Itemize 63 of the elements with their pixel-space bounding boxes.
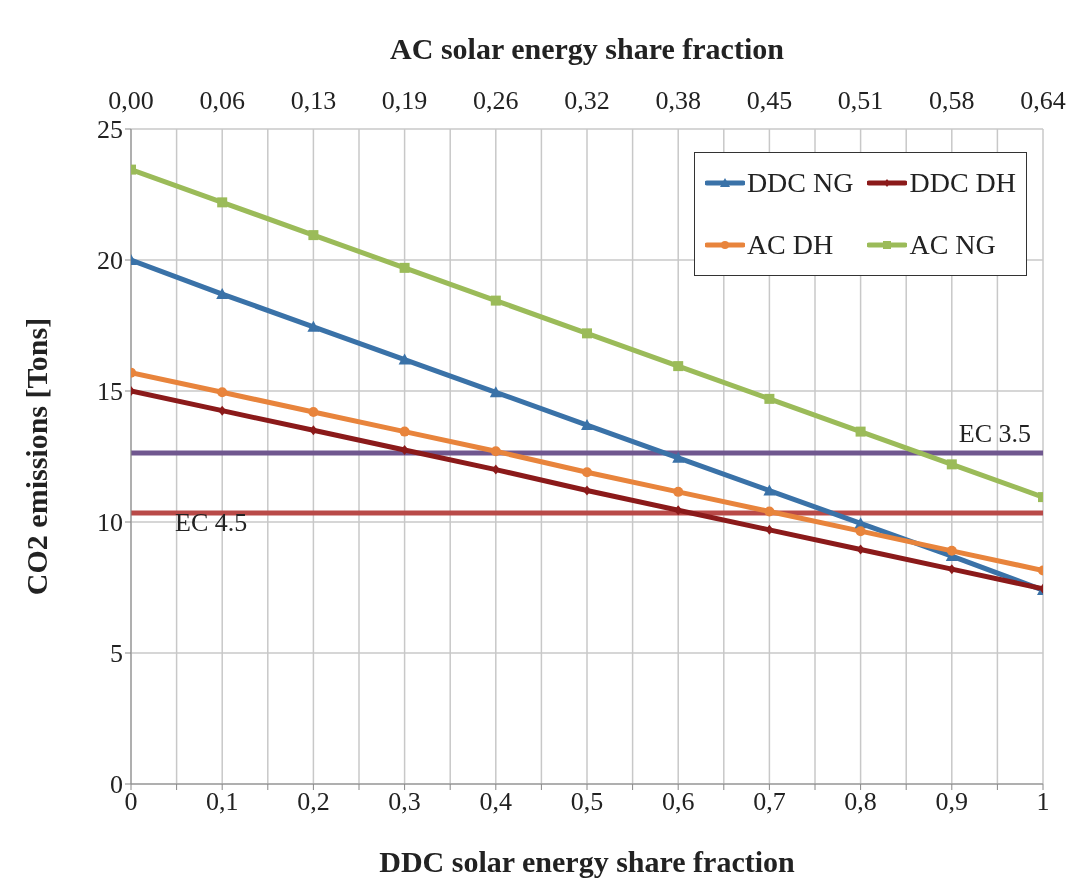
x-tick-label: 0,9 xyxy=(935,787,969,817)
point xyxy=(763,484,776,496)
x2-tick-label: 0,06 xyxy=(199,86,245,115)
point xyxy=(947,564,956,575)
point xyxy=(855,526,866,537)
x-tick-label: 0,5 xyxy=(570,787,604,817)
point xyxy=(946,545,957,556)
y-axis-title: CO2 emissions [Tons] xyxy=(19,317,53,596)
x-tick-label: 0,7 xyxy=(753,787,786,817)
point xyxy=(582,328,592,339)
point xyxy=(307,320,320,332)
point xyxy=(764,393,775,404)
point xyxy=(217,387,228,398)
x2-tick-label: 0,58 xyxy=(929,86,975,115)
point xyxy=(399,262,410,273)
x2-axis-title: AC solar energy share fraction xyxy=(390,32,785,66)
x2-tick-label: 0,00 xyxy=(108,86,154,115)
point xyxy=(765,524,774,535)
point xyxy=(582,467,592,478)
y-tick-label: 15 xyxy=(97,377,123,407)
x2-tick-label: 0,13 xyxy=(290,86,337,115)
point xyxy=(673,486,684,497)
point xyxy=(946,459,957,470)
point xyxy=(672,451,685,463)
point xyxy=(764,506,775,517)
x2-tick-label: 0,64 xyxy=(1020,86,1066,115)
x-tick-label: 0,2 xyxy=(297,787,330,817)
ref-line-label: EC 3.5 xyxy=(958,418,1031,448)
point xyxy=(490,295,501,306)
point xyxy=(583,485,591,496)
point xyxy=(489,386,502,398)
x2-tick-label: 0,26 xyxy=(473,86,519,115)
point xyxy=(217,197,228,208)
x2-tick-label: 0,32 xyxy=(564,86,610,115)
x2-tick-label: 0,38 xyxy=(655,86,701,115)
y-tick-label: 5 xyxy=(110,639,123,669)
x-tick-label: 0,6 xyxy=(661,787,695,817)
legend-label: DDC NG xyxy=(746,167,854,199)
x-tick-label: 0,4 xyxy=(479,787,513,817)
x-tick-label: 0,3 xyxy=(388,787,421,817)
x-axis-title: DDC solar energy share fraction xyxy=(379,845,796,878)
point xyxy=(398,353,411,365)
y-tick-label: 25 xyxy=(97,115,123,145)
x2-tick-label: 0,51 xyxy=(837,86,884,115)
x2-tick-label: 0,45 xyxy=(746,86,793,115)
legend-label: DDC DH xyxy=(909,167,1016,199)
legend-label: AC NG xyxy=(909,229,996,261)
point xyxy=(308,406,319,417)
ref-line-label: EC 4.5 xyxy=(175,508,248,538)
y-tick-label: 10 xyxy=(97,508,123,538)
y-tick-label: 20 xyxy=(97,246,123,276)
x2-tick-label: 0,19 xyxy=(381,86,428,115)
point xyxy=(855,426,866,437)
legend-label: AC DH xyxy=(746,229,834,261)
point xyxy=(490,446,501,457)
point xyxy=(581,419,593,431)
point xyxy=(673,361,684,372)
point xyxy=(399,426,410,437)
point xyxy=(216,288,229,300)
point xyxy=(308,230,319,241)
x-tick-label: 0,8 xyxy=(844,787,877,817)
x-tick-label: 0,1 xyxy=(205,787,239,817)
x-tick-label: 1 xyxy=(1036,787,1050,817)
